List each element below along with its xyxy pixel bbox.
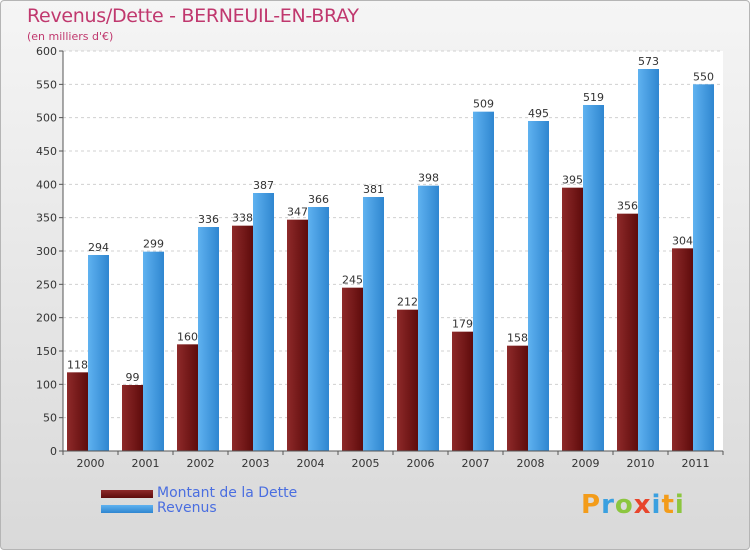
- y-tick-label: 150: [36, 345, 57, 358]
- data-label: 495: [528, 107, 549, 120]
- bar-dette: [232, 225, 253, 451]
- legend-label-revenus: Revenus: [157, 500, 217, 516]
- bar-dette: [562, 187, 583, 451]
- data-label: 366: [308, 193, 329, 206]
- x-tick-label: 2008: [517, 457, 545, 470]
- bar-dette: [67, 372, 88, 451]
- data-label: 294: [88, 241, 109, 254]
- data-label: 179: [452, 318, 473, 331]
- logo-letter: i: [651, 490, 662, 520]
- bar-revenus: [583, 105, 604, 451]
- data-label: 118: [67, 358, 88, 371]
- bar-dette: [287, 219, 308, 451]
- y-tick-label: 200: [36, 312, 57, 325]
- y-tick-label: 400: [36, 178, 57, 191]
- bar-dette: [342, 287, 363, 451]
- legend-swatch-dette: [101, 490, 153, 498]
- y-tick-label: 600: [36, 45, 57, 58]
- bar-revenus: [198, 227, 219, 451]
- data-label: 519: [583, 91, 604, 104]
- chart-title: Revenus/Dette - BERNEUIL-EN-BRAY: [27, 5, 359, 27]
- bar-revenus: [308, 207, 329, 451]
- data-label: 387: [253, 179, 274, 192]
- bar-revenus: [363, 197, 384, 451]
- proxiti-logo: Proxiti: [581, 490, 685, 520]
- x-tick-label: 2009: [572, 457, 600, 470]
- x-tick-label: 2001: [132, 457, 160, 470]
- y-tick-label: 100: [36, 378, 57, 391]
- data-label: 304: [672, 234, 693, 247]
- y-tick-label: 50: [43, 412, 57, 425]
- bar-revenus: [638, 69, 659, 451]
- x-tick-label: 2004: [297, 457, 325, 470]
- x-tick-label: 2006: [407, 457, 435, 470]
- y-tick-label: 500: [36, 112, 57, 125]
- data-label: 338: [232, 212, 253, 225]
- bar-dette: [617, 213, 638, 451]
- logo-letter: x: [633, 490, 652, 520]
- x-tick-label: 2002: [187, 457, 215, 470]
- data-label: 160: [177, 330, 198, 343]
- data-label: 158: [507, 332, 528, 345]
- x-tick-label: 2010: [627, 457, 655, 470]
- data-label: 356: [617, 200, 638, 213]
- y-tick-label: 550: [36, 78, 57, 91]
- x-tick-label: 2003: [242, 457, 270, 470]
- logo-letter: P: [581, 490, 602, 520]
- bar-revenus: [528, 121, 549, 451]
- logo-letter: i: [674, 490, 685, 520]
- bar-dette: [177, 344, 198, 451]
- x-tick-label: 2005: [352, 457, 380, 470]
- legend-label-dette: Montant de la Dette: [157, 485, 298, 501]
- chart-subtitle: (en milliers d'€): [27, 30, 114, 43]
- x-tick-label: 2011: [682, 457, 710, 470]
- data-label: 550: [693, 70, 714, 83]
- bar-revenus: [418, 185, 439, 451]
- data-label: 381: [363, 183, 384, 196]
- bar-revenus: [693, 84, 714, 451]
- data-label: 245: [342, 274, 363, 287]
- logo-letter: t: [661, 490, 675, 520]
- bar-dette: [397, 309, 418, 451]
- data-label: 509: [473, 98, 494, 111]
- bar-dette: [672, 248, 693, 451]
- data-label: 99: [126, 371, 140, 384]
- data-label: 347: [287, 206, 308, 219]
- y-tick-label: 450: [36, 145, 57, 158]
- x-tick-label: 2000: [77, 457, 105, 470]
- data-label: 299: [143, 238, 164, 251]
- logo-letter: o: [614, 490, 634, 520]
- bar-revenus: [143, 251, 164, 451]
- bar-revenus: [88, 255, 109, 451]
- data-label: 398: [418, 172, 439, 185]
- y-tick-label: 250: [36, 278, 57, 291]
- legend-swatch-revenus: [101, 505, 153, 513]
- y-tick-label: 350: [36, 212, 57, 225]
- data-label: 212: [397, 296, 418, 309]
- bar-dette: [122, 385, 143, 451]
- bar-revenus: [253, 193, 274, 451]
- y-tick-label: 0: [50, 445, 57, 458]
- data-label: 573: [638, 55, 659, 68]
- bar-dette: [507, 345, 528, 451]
- bar-revenus: [473, 111, 494, 452]
- y-tick-label: 300: [36, 245, 57, 258]
- logo-letter: r: [601, 490, 615, 520]
- data-label: 395: [562, 174, 583, 187]
- x-tick-label: 2007: [462, 457, 490, 470]
- data-label: 336: [198, 213, 219, 226]
- bar-dette: [452, 331, 473, 451]
